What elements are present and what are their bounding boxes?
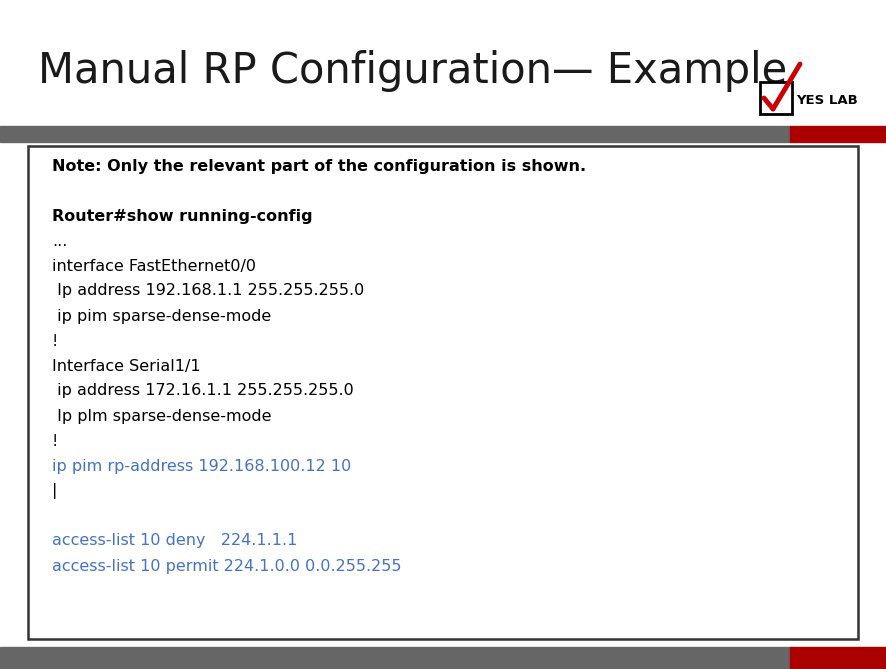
Text: access-list 10 permit 224.1.0.0 0.0.255.255: access-list 10 permit 224.1.0.0 0.0.255.… [52,559,401,573]
Text: interface FastEthernet0/0: interface FastEthernet0/0 [52,258,256,274]
Bar [0,126,789,142]
Text: |: | [52,483,58,499]
Text: ip address 172.16.1.1 255.255.255.0: ip address 172.16.1.1 255.255.255.0 [52,383,354,399]
Text: access-list 10 deny   224.1.1.1: access-list 10 deny 224.1.1.1 [52,533,297,549]
Text: !: ! [52,434,58,448]
Bar [759,82,791,114]
Bar [28,146,857,639]
Bar [789,647,886,669]
Text: Manual RP Configuration— Example: Manual RP Configuration— Example [38,50,787,92]
Bar [789,126,886,142]
Text: Ip plm sparse-dense-mode: Ip plm sparse-dense-mode [52,409,271,423]
Text: Ip address 192.168.1.1 255.255.255.0: Ip address 192.168.1.1 255.255.255.0 [52,284,364,298]
Text: Router#show running-config: Router#show running-config [52,209,312,223]
Text: YES LAB: YES LAB [795,94,857,106]
Text: ip pim rp-address 192.168.100.12 10: ip pim rp-address 192.168.100.12 10 [52,458,351,474]
Text: ip pim sparse-dense-mode: ip pim sparse-dense-mode [52,308,271,324]
Text: ...: ... [52,233,67,248]
Text: Note: Only the relevant part of the configuration is shown.: Note: Only the relevant part of the conf… [52,159,586,173]
Text: !: ! [52,334,58,349]
Bar [0,0,886,139]
Text: Interface Serial1/1: Interface Serial1/1 [52,359,200,373]
Bar [0,647,789,669]
